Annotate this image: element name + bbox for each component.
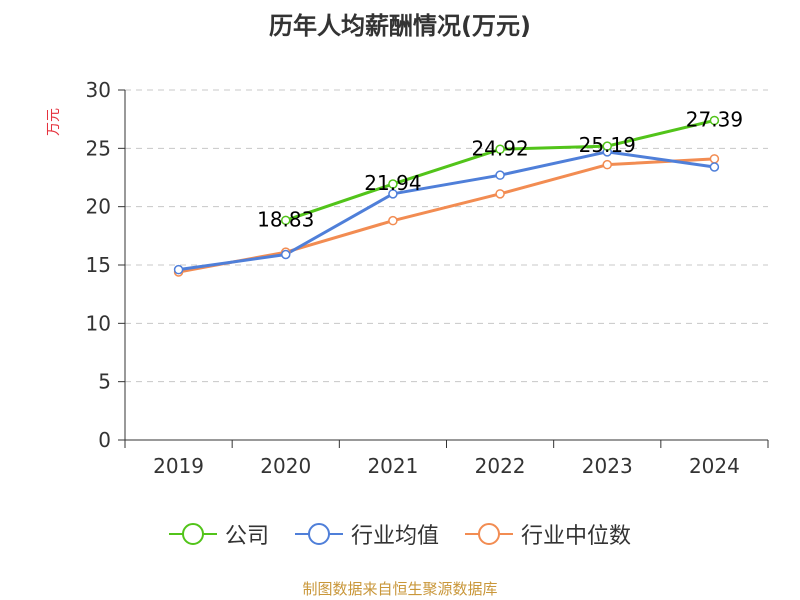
data-label-2022: 24.92 <box>471 136 528 160</box>
legend-item-company[interactable]: 公司 <box>168 518 269 550</box>
data-point-s1-2022 <box>495 170 505 180</box>
data-label-2020: 18.83 <box>257 207 314 231</box>
data-point-s0-2022 <box>495 144 505 155</box>
legend-swatch-company <box>168 523 217 545</box>
x-tick-label-2021: 2021 <box>367 454 418 478</box>
x-tick-label-2024: 2024 <box>689 454 740 478</box>
x-tick-label-2022: 2022 <box>475 454 526 478</box>
data-label-2024: 27.39 <box>686 107 743 131</box>
chart-title: 历年人均薪酬情况(万元) <box>269 12 531 40</box>
data-label-2021: 21.94 <box>364 171 421 195</box>
y-tick-label-5: 5 <box>98 370 111 394</box>
data-point-s0-2020 <box>281 215 291 226</box>
data-point-s1-2024 <box>709 162 720 172</box>
data-label-2023: 25.19 <box>579 133 636 157</box>
legend-label-industry-mean: 行业均值 <box>350 524 439 549</box>
x-tick-label-2023: 2023 <box>582 454 633 478</box>
legend-label-industry-median: 行业中位数 <box>521 524 632 549</box>
data-point-s2-2021 <box>388 215 398 226</box>
data-point-s1-2021 <box>388 189 398 199</box>
y-tick-label-15: 15 <box>86 253 111 277</box>
series-line-1 <box>178 150 715 272</box>
x-tick-label-2019: 2019 <box>153 454 204 478</box>
legend-item-industry-mean[interactable]: 行业均值 <box>294 518 439 550</box>
data-point-s2-2022 <box>495 189 505 199</box>
data-point-s0-2021 <box>388 179 398 189</box>
y-tick-label-0: 0 <box>98 428 111 452</box>
y-tick-label-25: 25 <box>86 136 111 160</box>
data-point-s1-2020 <box>281 249 291 260</box>
data-point-s2-2023 <box>602 159 612 170</box>
x-tick-label-2020: 2020 <box>260 454 311 478</box>
legend-swatch-industry-mean <box>294 523 343 545</box>
y-tick-label-10: 10 <box>86 311 111 335</box>
data-point-s0-2024 <box>709 115 720 126</box>
data-point-s1-2019 <box>173 264 184 275</box>
y-tick-label-20: 20 <box>86 195 111 219</box>
y-tick-label-30: 30 <box>86 78 111 102</box>
data-point-s2-2024 <box>709 154 720 164</box>
legend-label-company: 公司 <box>224 524 269 549</box>
source-note: 制图数据来自恒生聚源数据库 <box>302 580 498 598</box>
legend-swatch-industry-median <box>465 523 513 545</box>
legend: 公司 行业均值 行业中位数 <box>0 518 800 550</box>
data-point-s0-2023 <box>602 141 612 151</box>
legend-item-industry-median[interactable]: 行业中位数 <box>465 518 631 550</box>
series-line-2 <box>178 157 715 274</box>
